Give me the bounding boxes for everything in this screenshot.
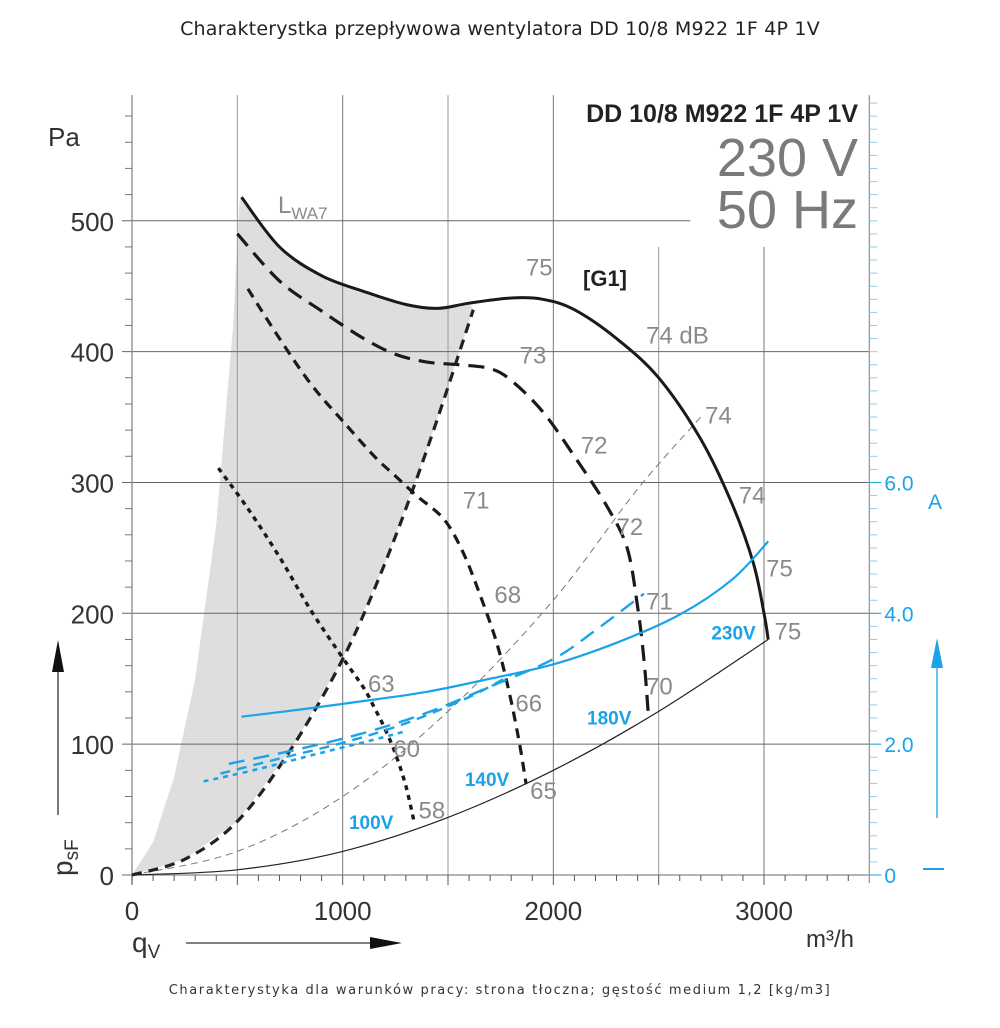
axes: 0 1000 2000 3000 0 100 200 300 400 500 0 2.0 4.0 6.0 (71, 95, 914, 926)
db-annotation: 74 dB (646, 323, 709, 350)
voltage-annotation: 180V (587, 709, 632, 730)
model-label: DD 10/8 M922 1F 4P 1V (586, 100, 858, 128)
y2-axis-unit: A (928, 491, 942, 514)
y-tick-label: 400 (71, 338, 114, 368)
y-axis-title: psF (47, 839, 83, 876)
db-annotation: 70 (646, 673, 673, 700)
system-curves (131, 309, 769, 877)
pressure-curve-100V (217, 467, 416, 824)
lwa7-label: LWA7 (278, 192, 328, 223)
db-annotation: 75 (526, 255, 553, 282)
lwa7-shaded-region (132, 197, 474, 875)
y2-tick-label: 2.0 (884, 734, 913, 757)
curve-tag-label: [G1] (583, 266, 627, 291)
x-tick-label: 3000 (735, 896, 793, 926)
y2-tick-label: 0 (884, 865, 896, 888)
y2-tick-label: 4.0 (884, 603, 913, 626)
voltage-annotation: 140V (465, 770, 510, 791)
y-tick-label: 500 (71, 207, 114, 237)
db-annotation: 73 (520, 342, 547, 369)
x-tick-label: 2000 (524, 896, 582, 926)
db-annotation: 66 (515, 690, 542, 717)
lwa7-label-sub: WA7 (291, 204, 327, 223)
y-axis-title-sub: sF (62, 839, 83, 860)
current-curve-100V (203, 729, 407, 783)
db-annotation: 60 (393, 736, 420, 763)
x-tick-label: 0 (125, 896, 139, 926)
db-annotation: 72 (617, 514, 644, 541)
x-axis-arrow-head (370, 937, 402, 949)
y-tick-label: 100 (71, 730, 114, 760)
y-axis-title-main: p (47, 860, 78, 876)
db-annotation: 71 (646, 588, 673, 615)
pressure-curve-230V (240, 196, 770, 640)
pressure-curve-180V (236, 232, 650, 712)
lwa7-label-main: L (278, 192, 291, 219)
x-axis-title-main: q (132, 927, 148, 958)
footer-note: Charakterystyka dla warunków pracy: stro… (168, 983, 832, 998)
db-annotation: 75 (766, 556, 793, 583)
x-axis-title: qV (132, 927, 161, 963)
frequency-label: 50 Hz (717, 180, 858, 240)
x-tick-label: 1000 (314, 896, 372, 926)
voltage-annotation: 100V (349, 813, 394, 834)
db-annotation: 74 (705, 403, 732, 430)
y2-axis-arrow-head (931, 638, 943, 668)
current-curves (203, 540, 770, 783)
db-annotation: 58 (419, 798, 446, 825)
db-annotation: 74 (739, 482, 766, 509)
db-annotation: 72 (581, 433, 608, 460)
db-annotation: 68 (494, 582, 521, 609)
system-curve-mid (131, 416, 702, 876)
x-axis-unit: m³/h (806, 926, 854, 953)
y-axis-title-text: psF (47, 839, 83, 876)
y-tick-label: 200 (71, 599, 114, 629)
page-title: Charakterystka przepływowa wentylatora D… (180, 18, 820, 40)
y-axis-unit: Pa (48, 122, 80, 152)
y-axis-arrow-head (52, 640, 64, 672)
db-annotation: 65 (530, 778, 557, 805)
db-annotation: 71 (463, 488, 490, 515)
db-annotation: 63 (368, 671, 395, 698)
voltage-annotation: 230V (711, 623, 756, 644)
pressure-curves (217, 196, 770, 824)
grid (122, 95, 870, 875)
x-axis-title-sub: V (148, 942, 161, 963)
current-curve-140V (220, 673, 512, 775)
y-tick-label: 300 (71, 468, 114, 498)
voltage-label: 230 V (717, 128, 858, 188)
lwa7-region-fill (132, 197, 474, 875)
db-annotation: 75 (775, 618, 802, 645)
current-curve-180V (228, 592, 645, 765)
annotations: 75 74 dB 74 74 75 75 73 72 72 71 70 71 68 66 65 63 60 58 2… (349, 255, 801, 834)
system-curve-min (131, 638, 769, 876)
y-tick-label: 0 (100, 861, 114, 891)
pressure-curve-140V (246, 287, 528, 784)
y2-tick-label: 6.0 (884, 472, 913, 495)
